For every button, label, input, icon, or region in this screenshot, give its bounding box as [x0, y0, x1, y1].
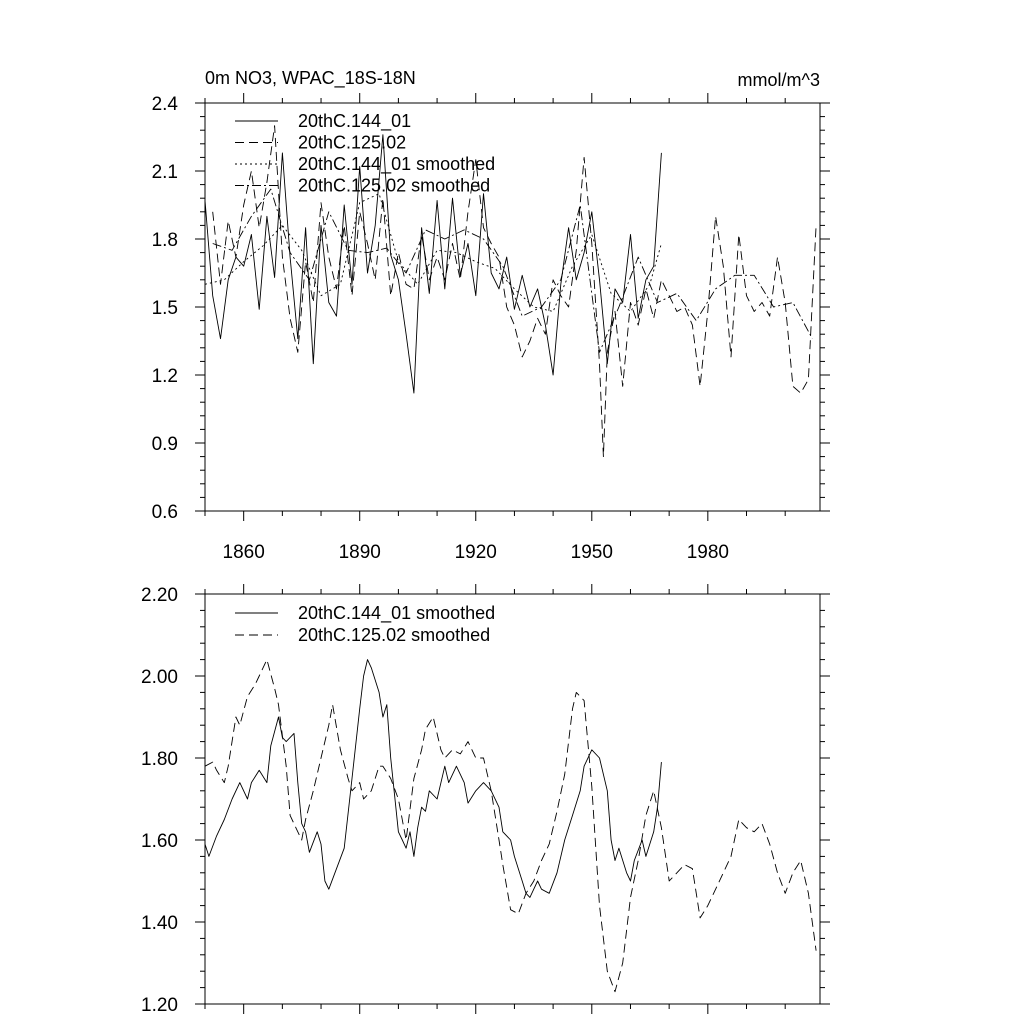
- x-tick-label: 1920: [455, 542, 497, 563]
- y-tick-label: 1.5: [152, 298, 178, 319]
- series-line: [212, 188, 813, 353]
- y-tick-label: 1.8: [152, 230, 178, 251]
- bottom-plot-frame: [204, 593, 821, 1005]
- top-chart-title: 0m NO3, WPAC_18S-18N: [205, 68, 416, 89]
- legend-label: 20thC.144_01 smoothed: [298, 603, 495, 624]
- y-tick-label: 2.4: [152, 94, 179, 115]
- y-tick-label: 2.1: [152, 162, 178, 183]
- series-line: [204, 659, 817, 993]
- y-tick-label: 1.80: [141, 749, 178, 770]
- bottom-series-lines: [204, 659, 817, 993]
- bottom-y-tick-labels: 1.20 1.40 1.60 1.80 2.00 2.20: [141, 585, 178, 1016]
- y-tick-label: 2.00: [141, 667, 178, 688]
- series-line: [212, 125, 817, 458]
- legend-label: 20thC.144_01: [298, 111, 411, 132]
- legend-label: 20thC.125.02 smoothed: [298, 176, 490, 196]
- top-y-tick-labels: 0.6 0.9 1.2 1.5 1.8 2.1 2.4: [152, 94, 179, 523]
- y-tick-label: 1.2: [152, 366, 178, 387]
- series-line: [204, 659, 662, 898]
- legend-label: 20thC.125.02 smoothed: [298, 625, 490, 645]
- x-tick-label: 1860: [223, 542, 265, 563]
- bottom-ticks: [195, 584, 830, 1014]
- top-series-lines: [204, 125, 817, 458]
- x-tick-label: 1890: [339, 542, 381, 563]
- top-chart-units: mmol/m^3: [738, 70, 820, 90]
- legend-label: 20thC.144_01 smoothed: [298, 154, 495, 175]
- legend-label: 20thC.125.02: [298, 133, 406, 153]
- y-tick-label: 1.40: [141, 913, 178, 934]
- y-tick-label: 2.20: [141, 585, 178, 606]
- y-tick-label: 1.60: [141, 831, 178, 852]
- y-tick-label: 0.6: [152, 502, 178, 523]
- y-tick-label: 1.20: [141, 995, 178, 1016]
- x-tick-label: 1950: [571, 542, 613, 563]
- x-tick-label: 1980: [687, 542, 729, 563]
- series-line: [204, 193, 662, 312]
- top-ticks: [195, 93, 830, 521]
- bottom-panel: 1.20 1.40 1.60 1.80 2.00 2.20 20thC.144_01 sm…: [141, 584, 830, 1016]
- top-panel: 0.6 0.9 1.2 1.5 1.8 2.1 2.4 1860 1890 1920 1950 19…: [152, 68, 830, 563]
- y-tick-label: 0.9: [152, 434, 178, 455]
- top-x-tick-labels: 1860 1890 1920 1950 1980: [223, 542, 729, 563]
